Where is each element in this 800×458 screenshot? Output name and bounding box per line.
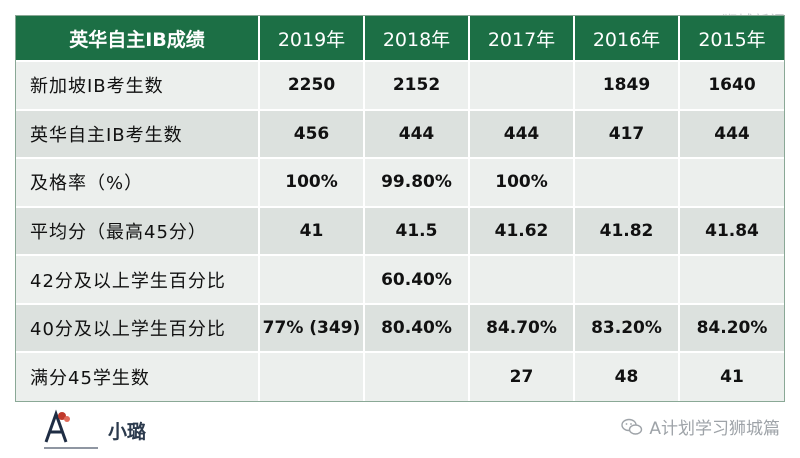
- wechat-account-name: A计划学习狮城篇: [649, 419, 780, 439]
- cell-value: 2250: [259, 60, 365, 110]
- footer: 小璐 A计划学习狮城篇: [0, 402, 800, 458]
- wechat-icon: [621, 418, 643, 435]
- table-row: 英华自主IB考生数 456 444 444 417 444: [16, 108, 784, 159]
- row-label: 及格率（%）: [16, 157, 260, 207]
- cell-value: [259, 254, 365, 304]
- row-label: 满分45学生数: [16, 351, 260, 401]
- cell-value: 41.5: [364, 205, 470, 256]
- table-row: 及格率（%） 100% 99.80% 100%: [16, 157, 784, 207]
- cell-value: 444: [679, 108, 784, 159]
- cell-value: 77% (349): [259, 302, 365, 353]
- cell-value: 84.20%: [679, 302, 784, 353]
- year-header: 2018年: [364, 16, 470, 61]
- cell-value: [469, 254, 575, 304]
- table-header-row: 英华自主IB成绩 2019年 2018年 2017年 2016年 2015年: [16, 16, 784, 61]
- author-name: 小璐: [108, 421, 147, 443]
- cell-value: 48: [574, 351, 680, 401]
- cell-value: 1849: [574, 60, 680, 110]
- table-row: 42分及以上学生百分比 60.40%: [16, 254, 784, 304]
- table-title: 英华自主IB成绩: [16, 16, 260, 61]
- table-row: 满分45学生数 27 48 41: [16, 351, 784, 401]
- cell-value: 2152: [364, 60, 470, 110]
- cell-value: 27: [469, 351, 575, 401]
- cell-value: 1640: [679, 60, 784, 110]
- year-header: 2016年: [574, 16, 680, 61]
- cell-value: [679, 157, 784, 207]
- row-label: 40分及以上学生百分比: [16, 302, 260, 353]
- cell-value: 41.84: [679, 205, 784, 256]
- cell-value: 41.82: [574, 205, 680, 256]
- table-row: 平均分（最高45分） 41 41.5 41.62 41.82 41.84: [16, 205, 784, 256]
- cell-value: 100%: [469, 157, 575, 207]
- row-label: 英华自主IB考生数: [16, 108, 260, 159]
- cell-value: [259, 351, 365, 401]
- table-row: 40分及以上学生百分比 77% (349) 80.40% 84.70% 83.2…: [16, 302, 784, 353]
- ib-score-table: 英华自主IB成绩 2019年 2018年 2017年 2016年 2015年 新…: [16, 16, 784, 401]
- table-row: 新加坡IB考生数 2250 2152 1849 1640: [16, 60, 784, 110]
- cell-value: 83.20%: [574, 302, 680, 353]
- cell-value: 80.40%: [364, 302, 470, 353]
- row-label: 新加坡IB考生数: [16, 60, 260, 110]
- cell-value: 41.62: [469, 205, 575, 256]
- cell-value: 41: [259, 205, 365, 256]
- cell-value: [574, 254, 680, 304]
- year-header: 2019年: [259, 16, 365, 61]
- cell-value: [679, 254, 784, 304]
- score-table-container: 英华自主IB成绩 2019年 2018年 2017年 2016年 2015年 新…: [15, 15, 785, 402]
- cell-value: [469, 60, 575, 110]
- cell-value: 99.80%: [364, 157, 470, 207]
- cell-value: [574, 157, 680, 207]
- row-label: 42分及以上学生百分比: [16, 254, 260, 304]
- cell-value: 444: [469, 108, 575, 159]
- cell-value: 60.40%: [364, 254, 470, 304]
- year-header: 2017年: [469, 16, 575, 61]
- row-label: 平均分（最高45分）: [16, 205, 260, 256]
- cell-value: 84.70%: [469, 302, 575, 353]
- year-header: 2015年: [679, 16, 784, 61]
- cell-value: 444: [364, 108, 470, 159]
- a-plan-logo-icon: [44, 409, 98, 449]
- cell-value: 417: [574, 108, 680, 159]
- cell-value: 100%: [259, 157, 365, 207]
- cell-value: [364, 351, 470, 401]
- cell-value: 456: [259, 108, 365, 159]
- wechat-account: A计划学习狮城篇: [621, 414, 780, 439]
- cell-value: 41: [679, 351, 784, 401]
